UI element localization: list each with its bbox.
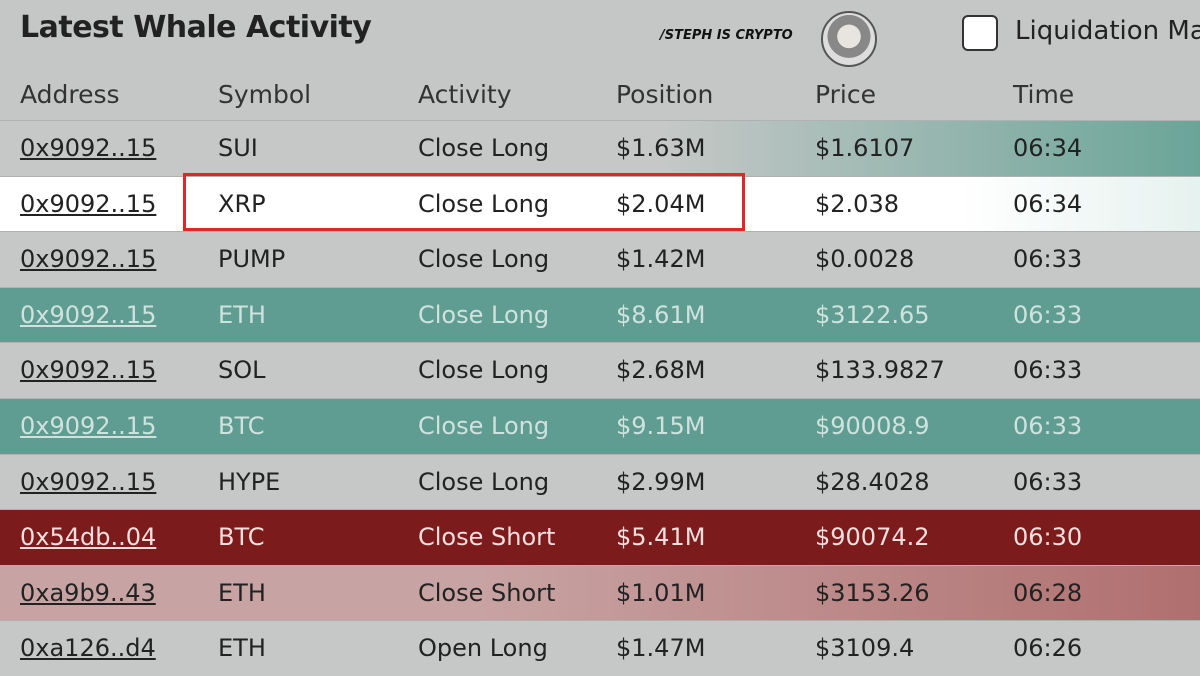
table-cell: BTC — [218, 412, 265, 440]
table-cell: Close Long — [418, 356, 550, 385]
table-cell: ETH — [218, 634, 266, 663]
table-cell: ETH — [218, 578, 266, 607]
address-link[interactable]: 0x9092..15 — [20, 467, 157, 496]
table-cell: 06:34 — [1013, 189, 1083, 218]
table-cell: 06:33 — [1013, 356, 1083, 385]
table-cell: $1.42M — [616, 245, 706, 274]
table-cell: $90008.9 — [815, 412, 930, 440]
table-row[interactable]: 0x54db..04 BTC Close Short $5.41M $90074.2 06… — [0, 509, 1200, 566]
column-header: Address — [20, 80, 120, 109]
table-cell: $2.68M — [616, 356, 706, 385]
address-link[interactable]: 0xa9b9..43 — [20, 578, 156, 607]
table-cell: $3153.26 — [815, 578, 930, 607]
table-cell: 06:34 — [1013, 134, 1083, 162]
table-cell: ETH — [218, 300, 266, 329]
table-cell: SUI — [218, 134, 258, 162]
table-cell: $2.04M — [616, 189, 706, 218]
table-cell: $90074.2 — [815, 523, 930, 552]
table-cell: Close Long — [418, 189, 550, 218]
table-cell: Close Long — [418, 245, 550, 274]
table-cell: Open Long — [418, 634, 548, 663]
table-cell: 06:26 — [1013, 634, 1083, 663]
column-header: Time — [1013, 80, 1075, 109]
table-row[interactable]: 0x9092..15 HYPE Close Long $2.99M $28.4028 06… — [0, 453, 1200, 510]
table-cell: Close Long — [418, 412, 550, 440]
table-cell: $28.4028 — [815, 467, 930, 496]
table-cell: $2.038 — [815, 189, 899, 218]
table-row[interactable]: 0x9092..15 XRP Close Long $2.04M $2.038 06:34 — [0, 175, 1200, 232]
table-cell: $1.47M — [616, 634, 706, 663]
table-cell: 06:33 — [1013, 245, 1083, 274]
table-cell: $133.9827 — [815, 356, 945, 385]
table-cell: $5.41M — [616, 523, 706, 552]
table-cell: $3122.65 — [815, 300, 930, 329]
table-cell: XRP — [218, 189, 266, 218]
table-cell: $8.61M — [616, 300, 706, 329]
table-cell: $2.99M — [616, 467, 706, 496]
table-cell: $0.0028 — [815, 245, 915, 274]
address-link[interactable]: 0x9092..15 — [20, 356, 157, 385]
table-row[interactable]: 0x9092..15 SOL Close Long $2.68M $133.9827 06… — [0, 342, 1200, 399]
column-header: Position — [616, 80, 714, 109]
address-link[interactable]: 0x9092..15 — [20, 245, 157, 274]
table-row[interactable]: 0xa126..d4 ETH Open Long $1.47M $3109.4 06:26 — [0, 620, 1200, 676]
table-cell: $9.15M — [616, 412, 706, 440]
address-link[interactable]: 0x9092..15 — [20, 300, 157, 329]
address-link[interactable]: 0x9092..15 — [20, 189, 157, 218]
column-header: Price — [815, 80, 876, 109]
table-cell: BTC — [218, 523, 265, 552]
table-row[interactable]: 0x9092..15 PUMP Close Long $1.42M $0.0028 06:… — [0, 231, 1200, 288]
table-cell: Close Long — [418, 134, 550, 162]
avatar — [821, 11, 877, 67]
table-cell: HYPE — [218, 467, 281, 496]
table-cell: 06:33 — [1013, 300, 1083, 329]
table-cell: Close Short — [418, 523, 556, 552]
address-link[interactable]: 0x54db..04 — [20, 523, 157, 552]
address-link[interactable]: 0x9092..15 — [20, 134, 157, 162]
table-row[interactable]: 0x9092..15 ETH Close Long $8.61M $3122.65 06:… — [0, 286, 1200, 343]
table-cell: $1.01M — [616, 578, 706, 607]
table-row[interactable]: 0x9092..15 BTC Close Long $9.15M $90008.9 06:… — [0, 398, 1200, 454]
table-cell: Close Short — [418, 578, 556, 607]
highlight-box — [183, 173, 745, 231]
title: Latest Whale Activity — [20, 10, 372, 45]
table-cell: SOL — [218, 356, 266, 385]
table-cell: Close Long — [418, 467, 550, 496]
table-cell: Close Long — [418, 300, 550, 329]
table-cell: PUMP — [218, 245, 286, 274]
table-cell: 06:28 — [1013, 578, 1083, 607]
column-header: Activity — [418, 80, 512, 109]
checkbox-label[interactable]: Liquidation Ma — [1015, 16, 1200, 46]
column-header: Symbol — [218, 80, 312, 109]
checkbox[interactable] — [962, 15, 998, 51]
address-link[interactable]: 0xa126..d4 — [20, 634, 156, 663]
table-row[interactable]: 0x9092..15 SUI Close Long $1.63M $1.6107 06:3… — [0, 120, 1200, 176]
table-cell: $1.63M — [616, 134, 706, 162]
table-cell: 06:30 — [1013, 523, 1083, 552]
watermark: /STEPH IS CRYPTO — [660, 28, 793, 43]
table-cell: 06:33 — [1013, 467, 1083, 496]
table-cell: $3109.4 — [815, 634, 915, 663]
table-cell: 06:33 — [1013, 412, 1083, 440]
table-cell: $1.6107 — [815, 134, 915, 162]
table-row[interactable]: 0xa9b9..43 ETH Close Short $1.01M $3153.26 06… — [0, 564, 1200, 621]
address-link[interactable]: 0x9092..15 — [20, 412, 157, 440]
